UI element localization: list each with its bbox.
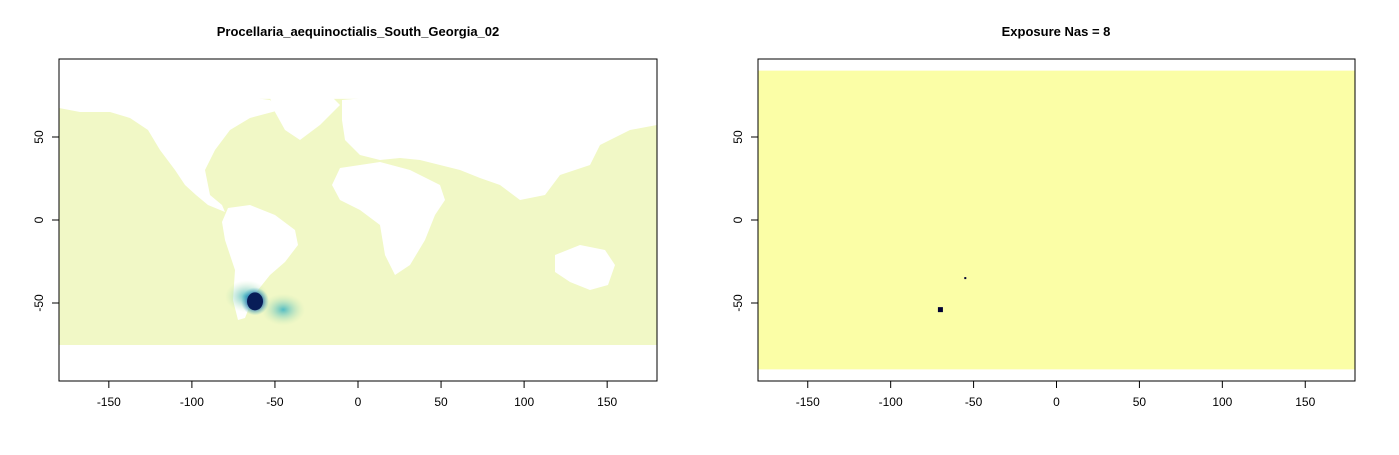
hotspot-high	[247, 292, 264, 311]
hotspot-low	[261, 293, 306, 326]
x-tick-label: -150	[97, 395, 121, 409]
x-tick-label: 0	[355, 395, 362, 409]
left-y-axis: -50 0 50	[32, 130, 60, 312]
land-eurasia	[342, 90, 657, 200]
right-chart-title: Exposure Nas = 8	[1002, 24, 1111, 39]
x-tick-label: 150	[1295, 395, 1315, 409]
y-tick-label: 0	[731, 216, 745, 223]
na-cells	[937, 277, 967, 313]
y-tick-label: -50	[32, 294, 46, 312]
x-tick-label: -150	[796, 395, 820, 409]
y-tick-label: 0	[32, 216, 46, 223]
y-tick-label: 50	[32, 130, 46, 144]
y-tick-label: -50	[731, 294, 745, 312]
x-tick-label: 150	[597, 395, 617, 409]
x-tick-label: 100	[514, 395, 534, 409]
left-landmasses	[59, 59, 657, 381]
land-arctic-fringe	[59, 59, 657, 96]
left-plot-panel: Procellaria_aequinoctialis_South_Georgia…	[32, 24, 658, 409]
x-tick-label: 50	[434, 395, 448, 409]
na-cell	[937, 307, 943, 313]
right-x-axis: -150 -100 -50 0 50 100 150	[796, 380, 1316, 409]
land-greenland	[270, 95, 340, 140]
land-north-america	[59, 92, 280, 212]
land-antarctica	[59, 345, 657, 381]
na-cell	[964, 277, 967, 280]
land-australia	[555, 245, 615, 290]
x-tick-label: 0	[1053, 395, 1060, 409]
density-hotspots	[224, 280, 306, 326]
x-tick-label: -100	[879, 395, 903, 409]
land-africa	[332, 162, 445, 275]
left-chart-title: Procellaria_aequinoctialis_South_Georgia…	[217, 24, 500, 39]
x-tick-label: -50	[266, 395, 284, 409]
left-x-axis: -150 -100 -50 0 50 100 150	[97, 380, 617, 409]
right-plot-panel: Exposure Nas = 8 -150 -100 -50 0 50 100 150 -5…	[731, 24, 1356, 409]
x-tick-label: -100	[180, 395, 204, 409]
right-y-axis: -50 0 50	[731, 130, 759, 312]
x-tick-label: 50	[1133, 395, 1147, 409]
y-tick-label: 50	[731, 130, 745, 144]
x-tick-label: -50	[965, 395, 983, 409]
x-tick-label: 100	[1212, 395, 1232, 409]
right-exposure-field	[758, 70, 1355, 370]
